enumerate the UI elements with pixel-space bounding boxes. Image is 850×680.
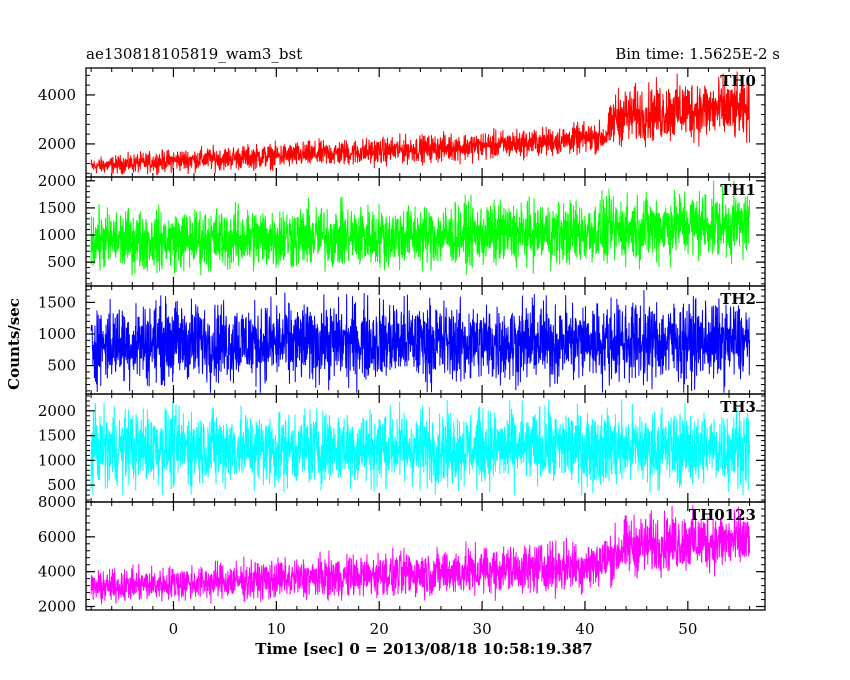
panels-group: TH020004000TH1500100015002000TH250010001… — [38, 67, 766, 638]
y-tick-label: 500 — [47, 253, 76, 271]
x-tick-label: 20 — [370, 620, 389, 638]
panel-label: TH1 — [720, 181, 756, 199]
panel-frame — [85, 501, 766, 611]
y-tick-label: 1000 — [38, 325, 76, 343]
y-tick-label: 1000 — [38, 226, 76, 244]
y-tick-label: 2000 — [38, 598, 76, 616]
chart-title: ae130818105819_wam3_bst — [86, 45, 302, 63]
series-line-th1 — [90, 180, 751, 276]
x-tick-label: 50 — [678, 620, 697, 638]
y-tick-label: 1500 — [38, 293, 76, 311]
y-tick-label: 1500 — [38, 427, 76, 445]
x-tick-label: 40 — [575, 620, 594, 638]
y-tick-label: 2000 — [38, 172, 76, 190]
y-tick-label: 2000 — [38, 402, 76, 420]
panel-label: TH0 — [720, 72, 756, 90]
y-tick-label: 8000 — [38, 493, 76, 511]
y-tick-label: 500 — [47, 476, 76, 494]
y-tick-label: 500 — [47, 357, 76, 375]
x-tick-label: 0 — [169, 620, 179, 638]
series-line-th0 — [90, 71, 751, 176]
y-tick-label: 4000 — [38, 563, 76, 581]
panel-label: TH3 — [720, 398, 756, 416]
series-line-th3 — [90, 399, 751, 496]
series-line-th0123 — [90, 504, 751, 605]
panel-label: TH2 — [720, 290, 756, 308]
bin-time-label: Bin time: 1.5625E-2 s — [615, 45, 780, 63]
x-tick-label: 10 — [267, 620, 286, 638]
panel-th1: TH1 500 1000 1500 2000 — [38, 172, 766, 287]
panel-th2: TH2 500 1000 1500 — [38, 285, 766, 395]
y-axis-label: Counts/sec — [5, 298, 23, 390]
y-tick-label: 1500 — [38, 199, 76, 217]
panel-th3: TH3 500 1000 1500 2000 — [38, 393, 766, 503]
x-tick-label: 30 — [473, 620, 492, 638]
y-tick-label: 2000 — [38, 135, 76, 153]
panel-th0: TH0 2000 4000 — [38, 67, 766, 178]
series-line-th2 — [90, 290, 751, 393]
panel-label: TH0123 — [689, 506, 756, 524]
y-tick-label: 4000 — [38, 86, 76, 104]
y-tick-label: 1000 — [38, 451, 76, 469]
y-tick-label: 6000 — [38, 528, 76, 546]
panel-th0123: TH0123 2000 4000 6000 8000 — [38, 493, 766, 616]
x-axis-label: Time [sec] 0 = 2013/08/18 10:58:19.387 — [255, 640, 592, 658]
